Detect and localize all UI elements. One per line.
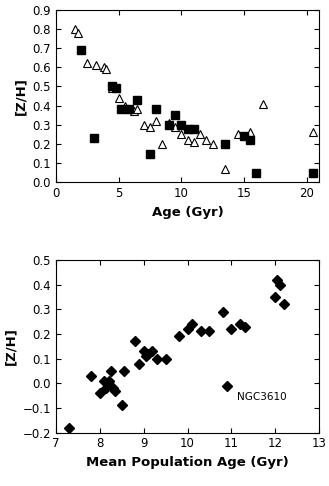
Text: NGC3610: NGC3610 [237, 392, 287, 402]
Y-axis label: [Z/H]: [Z/H] [4, 327, 17, 365]
X-axis label: Age (Gyr): Age (Gyr) [152, 206, 223, 219]
Y-axis label: [Z/H]: [Z/H] [14, 77, 27, 115]
X-axis label: Mean Population Age (Gyr): Mean Population Age (Gyr) [86, 456, 289, 469]
